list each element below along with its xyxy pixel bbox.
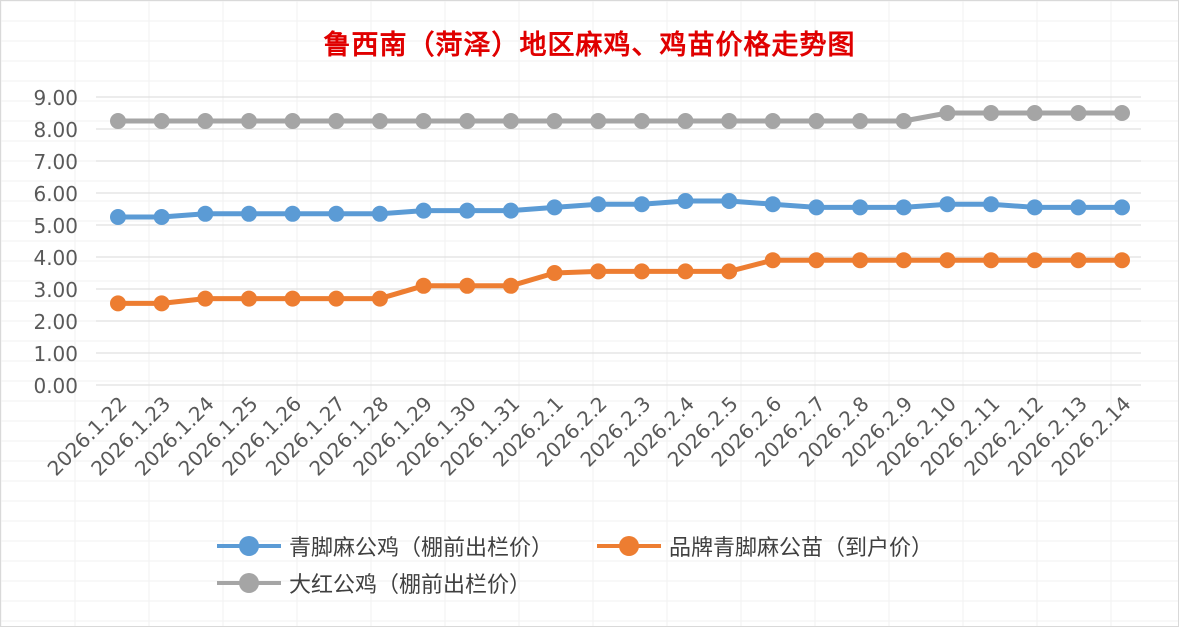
series-1-point	[153, 209, 170, 225]
series-2-point	[852, 252, 869, 269]
series-2-point	[1070, 252, 1087, 269]
series-1-point	[1070, 199, 1087, 216]
series-1-point	[546, 199, 563, 216]
series-1-point	[459, 202, 476, 219]
series-2-point	[546, 265, 563, 281]
series-1-point	[983, 196, 1000, 213]
series-1-line	[118, 198, 1122, 220]
y-tick-label: 8.00	[33, 118, 78, 142]
legend-label-series-3: 大红公鸡（棚前出栏价）	[289, 573, 532, 598]
series-2-point	[677, 263, 694, 280]
series-2-point	[1026, 252, 1043, 269]
series-1-point	[1026, 199, 1043, 216]
series-3-point	[371, 113, 388, 129]
series-3-point	[197, 113, 214, 129]
y-tick-label: 5.00	[33, 214, 78, 238]
series-3-point	[1026, 105, 1043, 121]
series-1-point	[240, 205, 257, 222]
legend-item-series-3: 大红公鸡（棚前出栏价）	[217, 568, 531, 598]
series-1-point	[721, 193, 738, 209]
series-3-point	[328, 113, 345, 129]
legend-marker-series-1	[217, 536, 281, 556]
series-3-point	[415, 113, 432, 129]
series-3-point	[459, 113, 476, 129]
series-1-point	[197, 205, 214, 222]
legend-label-series-1: 青脚麻公鸡（棚前出栏价）	[289, 536, 554, 561]
series-3-point	[983, 105, 1000, 121]
series-2-point	[721, 263, 738, 280]
y-tick-label: 2.00	[33, 310, 78, 334]
series-2-point	[1114, 252, 1130, 269]
legend-marker-series-2	[597, 536, 661, 556]
series-3-point	[546, 113, 563, 129]
series-2-point	[371, 290, 388, 307]
series-1-point	[808, 199, 825, 216]
series-1-point	[502, 202, 519, 219]
series-3-point	[1114, 105, 1130, 121]
legend-item-series-2: 品牌青脚麻公苗（到户价）	[597, 531, 933, 561]
series-2-point	[633, 263, 650, 280]
series-1-point	[590, 196, 607, 213]
series-2-point	[983, 252, 1000, 269]
series-2-point	[240, 290, 257, 307]
series-2-point	[415, 277, 432, 294]
series-2-point	[153, 295, 170, 312]
y-tick-label: 6.00	[33, 182, 78, 206]
series-2-line	[118, 257, 1122, 306]
series-2-point	[808, 252, 825, 269]
series-2-point	[939, 252, 956, 269]
series-1-point	[110, 209, 126, 225]
series-3-point	[590, 113, 607, 129]
series-1-point	[852, 199, 869, 216]
series-2-point	[284, 290, 301, 307]
legend-item-series-1: 青脚麻公鸡（棚前出栏价）	[217, 531, 553, 561]
series-3-point	[1070, 105, 1087, 121]
y-tick-label: 1.00	[33, 342, 78, 366]
legend-label-series-2: 品牌青脚麻公苗（到户价）	[669, 536, 934, 561]
series-2-point	[764, 252, 781, 269]
y-tick-label: 4.00	[33, 246, 78, 270]
y-tick-label: 3.00	[33, 278, 78, 302]
series-3-line	[118, 110, 1122, 124]
series-3-point	[502, 113, 519, 129]
series-3-point	[284, 113, 301, 129]
series-1-point	[939, 196, 956, 213]
series-2-point	[895, 252, 912, 269]
series-1-point	[371, 205, 388, 222]
chart-title: 鲁西南（菏泽）地区麻鸡、鸡苗价格走势图	[323, 30, 856, 61]
series-2-point	[328, 290, 345, 307]
series-2-point	[110, 295, 126, 312]
series-2-point	[590, 263, 607, 280]
y-tick-label: 0.00	[33, 374, 78, 398]
y-tick-label: 9.00	[33, 86, 78, 110]
series-3-point	[633, 113, 650, 129]
series-1-point	[1114, 199, 1130, 216]
series-3-point	[153, 113, 170, 129]
series-1-point	[415, 202, 432, 219]
series-3-point	[110, 113, 126, 129]
series-2-point	[459, 277, 476, 294]
series-1-point	[284, 205, 301, 222]
series-1-point	[764, 196, 781, 213]
series-3-point	[895, 113, 912, 129]
series-3-point	[764, 113, 781, 129]
series-3-point	[721, 113, 738, 129]
series-3-point	[852, 113, 869, 129]
series-1-point	[633, 196, 650, 213]
series-1-point	[328, 205, 345, 222]
y-tick-label: 7.00	[33, 150, 78, 174]
series-2-point	[197, 290, 214, 307]
series-3-point	[677, 113, 694, 129]
series-3-point	[240, 113, 257, 129]
series-3-point	[808, 113, 825, 129]
series-2-point	[502, 277, 519, 294]
series-1-point	[677, 193, 694, 209]
series-3-point	[939, 105, 956, 121]
series-1-point	[895, 199, 912, 216]
legend-marker-series-3	[217, 573, 281, 593]
